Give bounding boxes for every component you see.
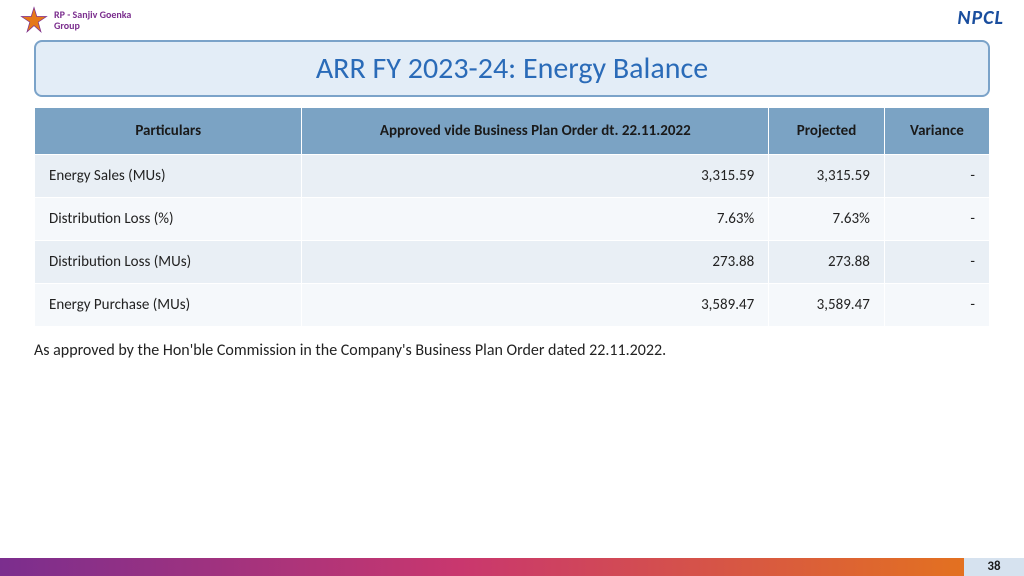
cell-variance: - xyxy=(884,284,989,327)
col-projected: Projected xyxy=(769,108,885,155)
cell-projected: 3,589.47 xyxy=(769,284,885,327)
logo-left-line2: Group xyxy=(54,20,131,31)
col-particulars: Particulars xyxy=(35,108,302,155)
cell-approved: 3,589.47 xyxy=(302,284,769,327)
table-row: Energy Purchase (MUs) 3,589.47 3,589.47 … xyxy=(35,284,990,327)
cell-approved: 273.88 xyxy=(302,241,769,284)
cell-approved: 3,315.59 xyxy=(302,155,769,198)
logo-left-text: RP - Sanjiv Goenka Group xyxy=(54,9,131,31)
cell-variance: - xyxy=(884,198,989,241)
cell-particulars: Distribution Loss (MUs) xyxy=(35,241,302,284)
table-row: Distribution Loss (%) 7.63% 7.63% - xyxy=(35,198,990,241)
col-variance: Variance xyxy=(884,108,989,155)
energy-balance-table: Particulars Approved vide Business Plan … xyxy=(34,107,990,327)
page-number: 38 xyxy=(964,558,1024,576)
title-box: ARR FY 2023-24: Energy Balance xyxy=(34,40,990,97)
cell-projected: 3,315.59 xyxy=(769,155,885,198)
footer-gradient-bar xyxy=(0,558,1024,576)
cell-particulars: Distribution Loss (%) xyxy=(35,198,302,241)
cell-variance: - xyxy=(884,241,989,284)
cell-variance: - xyxy=(884,155,989,198)
table-row: Energy Sales (MUs) 3,315.59 3,315.59 - xyxy=(35,155,990,198)
energy-balance-table-wrap: Particulars Approved vide Business Plan … xyxy=(34,107,990,327)
header-bar: RP - Sanjiv Goenka Group NPCL xyxy=(0,0,1024,36)
footnote: As approved by the Hon'ble Commission in… xyxy=(34,341,990,360)
cell-particulars: Energy Purchase (MUs) xyxy=(35,284,302,327)
logo-right: NPCL xyxy=(957,6,1004,30)
cell-projected: 7.63% xyxy=(769,198,885,241)
star-icon xyxy=(20,6,48,34)
page-title: ARR FY 2023-24: Energy Balance xyxy=(36,50,988,87)
logo-left: RP - Sanjiv Goenka Group xyxy=(20,6,131,34)
logo-right-wrap: NPCL xyxy=(957,6,1004,30)
table-row: Distribution Loss (MUs) 273.88 273.88 - xyxy=(35,241,990,284)
col-approved: Approved vide Business Plan Order dt. 22… xyxy=(302,108,769,155)
table-header-row: Particulars Approved vide Business Plan … xyxy=(35,108,990,155)
cell-particulars: Energy Sales (MUs) xyxy=(35,155,302,198)
table-body: Energy Sales (MUs) 3,315.59 3,315.59 - D… xyxy=(35,155,990,327)
cell-projected: 273.88 xyxy=(769,241,885,284)
cell-approved: 7.63% xyxy=(302,198,769,241)
